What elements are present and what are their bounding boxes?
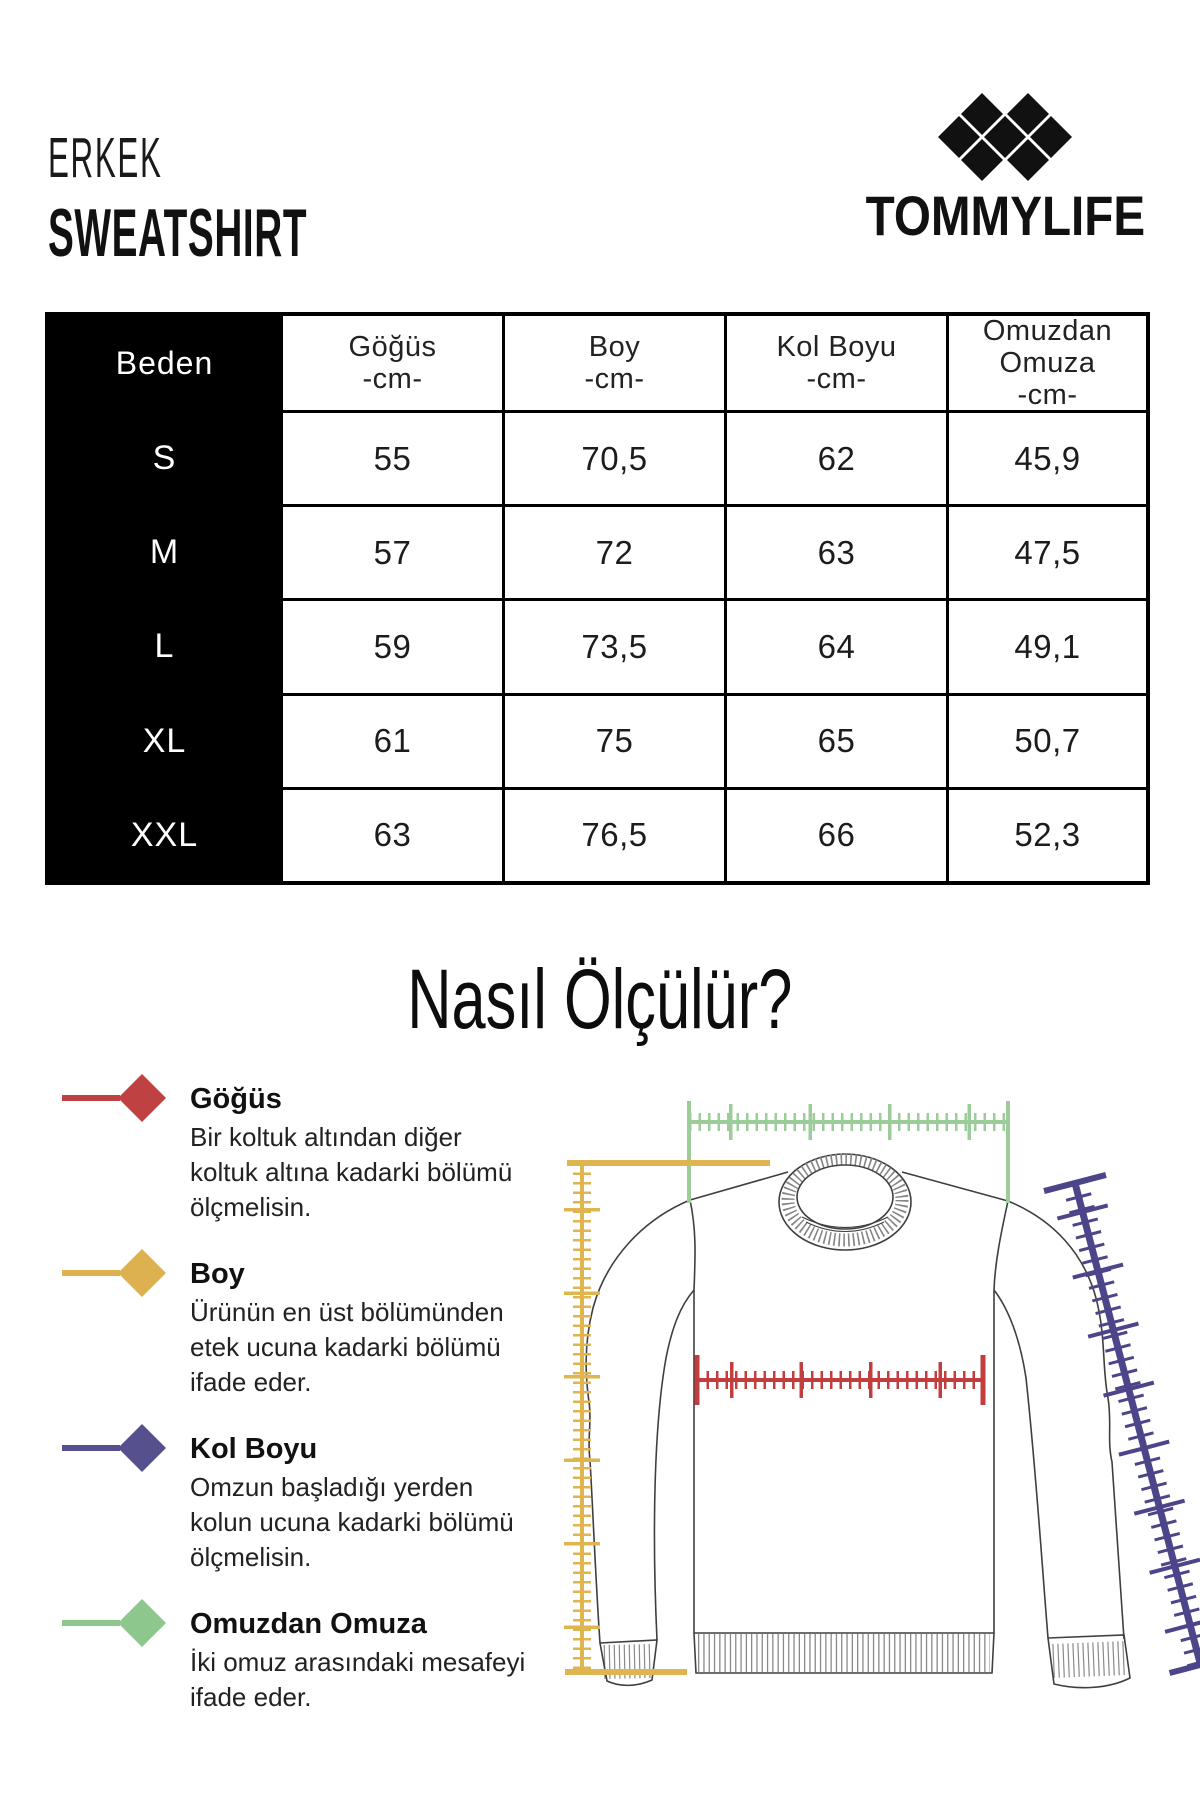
- legend-label: Kol Boyu: [190, 1433, 318, 1465]
- column-title: Omuzdan Omuza: [982, 315, 1113, 379]
- size-label: XL: [49, 692, 280, 787]
- column-header-chest: Göğüs -cm-: [280, 316, 502, 410]
- how-to-measure-heading: Nasıl Ölçülür?: [0, 956, 1200, 1042]
- size-label: XXL: [49, 786, 280, 881]
- measure-value: 59: [280, 598, 502, 693]
- column-unit: -cm-: [1017, 379, 1078, 411]
- shoulder-width-ruler: [687, 1101, 1010, 1203]
- measure-value: 63: [280, 786, 502, 881]
- length-marker-icon: [62, 1249, 166, 1297]
- sweatshirt-outline: [585, 1171, 1125, 1644]
- legend-description: Omzun başladığı yerden kolun ucuna kadar…: [190, 1472, 514, 1572]
- size-label: L: [49, 598, 280, 693]
- measure-value: 62: [724, 410, 946, 505]
- measurement-legend: Göğüs Bir koltuk altından diğer koltuk a…: [62, 1074, 532, 1745]
- sleeve-length-ruler: [1043, 1172, 1200, 1676]
- brand-logo-block: TOMMYLIFE: [840, 92, 1170, 244]
- brand-name: TOMMYLIFE: [865, 184, 1145, 247]
- legend-description: Bir koltuk altından diğer koltuk altına …: [190, 1122, 513, 1222]
- shoulder-marker-icon: [62, 1599, 166, 1647]
- sleeve-marker-icon: [62, 1424, 166, 1472]
- column-title: Kol Boyu: [776, 331, 897, 363]
- product-category: ERKEK: [48, 126, 163, 190]
- legend-item-sleeve: Kol Boyu Omzun başladığı yerden kolun uc…: [62, 1424, 532, 1575]
- legend-label: Boy: [190, 1258, 245, 1290]
- measure-value: 50,7: [946, 692, 1146, 787]
- product-type: SWEATSHIRT: [48, 195, 308, 271]
- collar: [778, 1153, 912, 1251]
- measure-value: 64: [724, 598, 946, 693]
- legend-description: Ürünün en üst bölümünden etek ucuna kada…: [190, 1297, 504, 1397]
- measure-value: 49,1: [946, 598, 1146, 693]
- column-title: Boy: [588, 331, 641, 363]
- measure-value: 45,9: [946, 410, 1146, 505]
- measure-value: 47,5: [946, 504, 1146, 599]
- cuff-ribbing: [599, 1634, 1131, 1689]
- measure-value: 57: [280, 504, 502, 599]
- column-unit: -cm-: [806, 363, 867, 395]
- measure-value: 70,5: [502, 410, 724, 505]
- legend-label: Göğüs: [190, 1083, 282, 1115]
- how-to-measure-title-text: Nasıl Ölçülür?: [407, 952, 793, 1046]
- legend-label: Omuzdan Omuza: [190, 1608, 427, 1640]
- measure-value: 76,5: [502, 786, 724, 881]
- size-table: Beden Göğüs -cm- Boy -cm- Kol Boyu -cm- …: [45, 312, 1150, 885]
- measure-value: 66: [724, 786, 946, 881]
- brand-diamonds-icon: [938, 93, 1072, 181]
- body-length-ruler: [564, 1160, 770, 1675]
- column-unit: -cm-: [584, 363, 645, 395]
- legend-item-shoulder: Omuzdan Omuza İki omuz arasındaki mesafe…: [62, 1599, 532, 1715]
- size-label: S: [49, 410, 280, 505]
- hem-ribbing: [693, 1632, 995, 1674]
- measure-value: 72: [502, 504, 724, 599]
- legend-item-length: Boy Ürünün en üst bölümünden etek ucuna …: [62, 1249, 532, 1400]
- legend-item-chest: Göğüs Bir koltuk altından diğer koltuk a…: [62, 1074, 532, 1225]
- legend-description: İki omuz arasındaki mesafeyi ifade eder.: [190, 1647, 526, 1712]
- column-title: Göğüs: [348, 331, 437, 363]
- size-label: M: [49, 504, 280, 599]
- product-title-block: ERKEK SWEATSHIRT: [48, 126, 503, 271]
- measure-value: 52,3: [946, 786, 1146, 881]
- measure-value: 65: [724, 692, 946, 787]
- measure-value: 55: [280, 410, 502, 505]
- column-header-sleeve: Kol Boyu -cm-: [724, 316, 946, 410]
- column-unit: -cm-: [362, 363, 423, 395]
- chest-ruler: [694, 1355, 986, 1405]
- measurement-diagram: [564, 1101, 1200, 1689]
- chest-marker-icon: [62, 1074, 166, 1122]
- column-header-length: Boy -cm-: [502, 316, 724, 410]
- measure-value: 61: [280, 692, 502, 787]
- column-header-shoulder: Omuzdan Omuza -cm-: [946, 315, 1146, 411]
- measure-value: 63: [724, 504, 946, 599]
- table-corner-label: Beden: [49, 316, 280, 410]
- measure-value: 73,5: [502, 598, 724, 693]
- measure-value: 75: [502, 692, 724, 787]
